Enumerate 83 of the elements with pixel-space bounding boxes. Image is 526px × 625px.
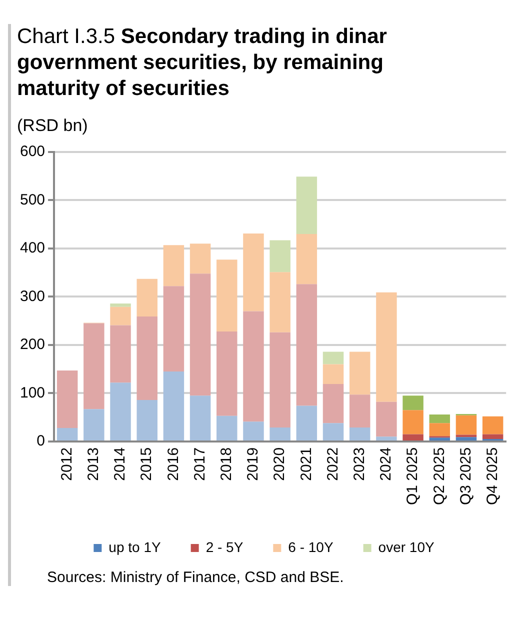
bar (163, 372, 184, 440)
bar (349, 352, 370, 395)
bar (270, 427, 290, 440)
bar (84, 409, 104, 440)
y-tick-label: 600 (20, 143, 46, 160)
bar (429, 414, 450, 424)
bar (110, 325, 131, 383)
legend-label: up to 1Y (108, 538, 162, 555)
bar (84, 323, 104, 410)
bar (136, 400, 158, 440)
source-note: Sources: Ministry of Finance, CSD and BSE. (47, 569, 345, 586)
x-tick-label: 2019 (244, 447, 262, 481)
bar (56, 428, 78, 440)
bar (482, 434, 504, 440)
x-tick-label: 2022 (324, 447, 342, 481)
bar (243, 311, 264, 422)
bar (376, 402, 397, 437)
y-axis-title: (RSD bn) (17, 116, 89, 136)
legend-label: 6 - 10Y (288, 538, 334, 555)
bar (243, 234, 264, 312)
bar (110, 306, 131, 326)
bar (136, 316, 158, 400)
bar (270, 240, 290, 272)
bar (296, 176, 318, 234)
bar (136, 278, 158, 317)
bar (243, 422, 264, 440)
x-tick-label: 2023 (350, 447, 368, 481)
chart-title: Chart I.3.5 Secondary trading in dinar government securities, by remaining maturity of securities (17, 25, 387, 100)
bar (216, 331, 238, 416)
x-tick-label: 2018 (218, 447, 236, 481)
bar (190, 244, 211, 274)
bar (482, 416, 504, 434)
bar (190, 274, 211, 396)
bar (456, 434, 477, 438)
bar (296, 406, 318, 440)
y-tick-label: 500 (20, 191, 46, 208)
y-tick-label: 100 (20, 384, 46, 402)
x-tick-label: Q3 2025 (457, 447, 474, 505)
bar (296, 234, 318, 284)
x-tick-label: Q2 2025 (430, 447, 448, 505)
x-tick-label: 2020 (271, 447, 288, 481)
x-tick-label: 2021 (298, 447, 315, 481)
bar (376, 292, 397, 402)
bar (456, 415, 477, 435)
y-tick-label: 300 (20, 288, 46, 305)
x-tick-label: Q4 2025 (484, 447, 501, 505)
x-tick-label: Q1 2025 (404, 447, 422, 505)
bar (349, 394, 370, 428)
bar (216, 260, 238, 332)
bar (322, 384, 344, 424)
legend-label: over 10Y (378, 538, 435, 555)
bar (349, 427, 370, 440)
bar (163, 245, 184, 286)
bar (402, 434, 424, 440)
bar (322, 423, 344, 440)
bar (322, 364, 344, 384)
bar (429, 438, 450, 440)
bar (402, 396, 424, 410)
y-tick-label: 400 (20, 240, 46, 257)
x-tick-label: 2013 (85, 447, 102, 481)
x-tick-label: 2024 (378, 447, 395, 481)
bar (110, 303, 131, 307)
x-tick-label: 2017 (191, 447, 208, 481)
bar (270, 272, 290, 332)
bar (402, 410, 424, 434)
x-tick-label: 2015 (138, 447, 156, 481)
x-tick-label: 2014 (112, 447, 129, 481)
y-tick-label: 0 (36, 432, 46, 450)
legend-label: 2 - 5Y (206, 538, 244, 555)
bar (270, 332, 290, 428)
bar (216, 416, 238, 440)
bar (56, 370, 78, 428)
bar (456, 437, 477, 440)
bar (163, 286, 184, 372)
y-tick-label: 200 (20, 336, 46, 354)
x-tick-label: 2016 (164, 447, 182, 481)
bar (322, 352, 344, 364)
bar (110, 382, 131, 440)
x-tick-label: 2012 (58, 447, 76, 481)
bar (429, 423, 450, 436)
bar (296, 284, 318, 406)
bar (376, 436, 397, 440)
bar (190, 396, 211, 440)
